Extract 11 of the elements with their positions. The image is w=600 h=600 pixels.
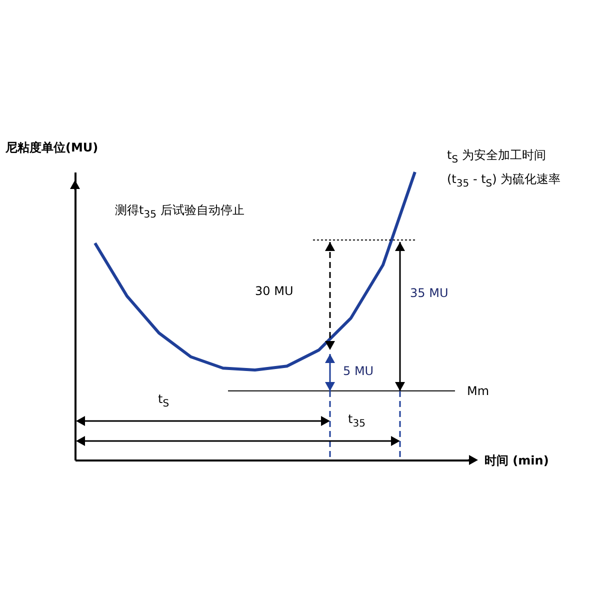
- annotation: 35 MU: [410, 286, 448, 300]
- annotation: 30 MU: [255, 284, 294, 298]
- annotation: t$_{35}$: [348, 412, 366, 432]
- annotation: 5 MU: [343, 364, 374, 378]
- text: t$_{S}$ 为安全加工时间: [447, 148, 546, 168]
- ref-line-label: Mm: [467, 384, 490, 398]
- y-axis-title: 尼粘度单位(MU): [4, 140, 98, 154]
- text: (t$_{35}$ - t$_{S}$) 为硫化速率: [447, 172, 561, 192]
- annotation: 测得t$_{35}$ 后试验自动停止: [115, 203, 244, 222]
- annotation: t$_{S}$: [158, 392, 170, 412]
- x-axis-title: 时间 (min): [484, 454, 549, 468]
